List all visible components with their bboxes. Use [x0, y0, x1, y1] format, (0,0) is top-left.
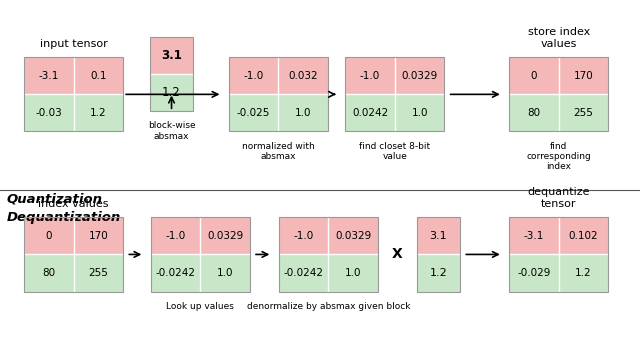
Text: 255: 255 — [88, 268, 108, 278]
Text: 170: 170 — [88, 231, 108, 241]
Bar — [24, 57, 74, 94]
Bar — [395, 94, 445, 131]
Bar — [346, 57, 445, 131]
Text: -1.0: -1.0 — [293, 231, 314, 241]
Text: 1.0: 1.0 — [412, 108, 428, 118]
Text: 3.1: 3.1 — [161, 49, 182, 62]
Text: block-wise
absmax: block-wise absmax — [148, 121, 195, 141]
Text: 1.0: 1.0 — [295, 108, 312, 118]
Bar — [151, 254, 200, 292]
Bar — [346, 94, 395, 131]
Bar — [559, 94, 609, 131]
Bar — [150, 37, 193, 74]
Bar — [74, 94, 124, 131]
Text: Quantization: Quantization — [6, 192, 102, 205]
Bar — [559, 217, 609, 254]
Bar — [24, 217, 123, 292]
Bar — [395, 57, 445, 94]
Bar — [74, 254, 124, 292]
Text: store index
values: store index values — [527, 27, 590, 49]
Text: 0.102: 0.102 — [569, 231, 598, 241]
Bar — [74, 217, 124, 254]
Text: 0.0242: 0.0242 — [352, 108, 388, 118]
Text: 3.1: 3.1 — [429, 231, 447, 241]
Text: find
corresponding
index: find corresponding index — [526, 142, 591, 171]
Text: 0: 0 — [45, 231, 52, 241]
Bar — [328, 217, 378, 254]
Bar — [74, 57, 124, 94]
Bar — [509, 57, 559, 94]
Bar — [328, 254, 378, 292]
Text: Dequantization: Dequantization — [6, 211, 121, 224]
Bar — [559, 254, 609, 292]
Bar — [417, 217, 460, 292]
Text: 0.032: 0.032 — [289, 71, 318, 81]
Text: 0.0329: 0.0329 — [335, 231, 371, 241]
Bar — [24, 254, 74, 292]
Bar — [229, 57, 278, 94]
Text: -0.029: -0.029 — [517, 268, 550, 278]
Bar — [150, 37, 193, 111]
Bar — [229, 57, 328, 131]
Text: 1.2: 1.2 — [162, 86, 181, 99]
Bar — [200, 217, 250, 254]
Text: 0: 0 — [531, 71, 537, 81]
Text: Look up values: Look up values — [166, 302, 234, 311]
Text: normalized with
absmax: normalized with absmax — [242, 142, 315, 161]
Text: 80: 80 — [42, 268, 56, 278]
Text: find closet 8-bit
value: find closet 8-bit value — [359, 142, 431, 161]
Text: -1.0: -1.0 — [243, 71, 264, 81]
Text: input tensor: input tensor — [40, 39, 108, 49]
Text: 1.2: 1.2 — [90, 108, 107, 118]
Text: -0.0242: -0.0242 — [284, 268, 323, 278]
Bar — [229, 94, 278, 131]
Text: -3.1: -3.1 — [524, 231, 544, 241]
Bar — [509, 217, 559, 254]
Bar — [24, 94, 74, 131]
Text: -0.025: -0.025 — [237, 108, 270, 118]
Bar — [279, 254, 328, 292]
Text: -0.0242: -0.0242 — [156, 268, 196, 278]
Text: 0.1: 0.1 — [90, 71, 107, 81]
Bar — [417, 217, 460, 254]
Text: -3.1: -3.1 — [38, 71, 59, 81]
Bar — [279, 217, 328, 254]
Text: -1.0: -1.0 — [165, 231, 186, 241]
Text: index values: index values — [38, 199, 109, 209]
Bar — [509, 94, 559, 131]
Text: 1.2: 1.2 — [575, 268, 592, 278]
Bar — [151, 217, 200, 254]
Text: 0.0329: 0.0329 — [207, 231, 243, 241]
Text: 1.2: 1.2 — [429, 268, 447, 278]
Bar — [278, 94, 328, 131]
Bar — [151, 217, 250, 292]
Text: 0.0329: 0.0329 — [401, 71, 438, 81]
Bar — [278, 57, 328, 94]
Bar — [346, 57, 395, 94]
Bar — [509, 217, 609, 292]
Text: 1.0: 1.0 — [217, 268, 234, 278]
Bar — [509, 254, 559, 292]
Text: denormalize by absmax given block: denormalize by absmax given block — [246, 302, 410, 311]
Text: -1.0: -1.0 — [360, 71, 380, 81]
Text: 80: 80 — [527, 108, 541, 118]
Text: -0.03: -0.03 — [35, 108, 62, 118]
Text: X: X — [392, 247, 403, 262]
Text: 255: 255 — [573, 108, 593, 118]
Bar — [150, 74, 193, 111]
Bar — [417, 254, 460, 292]
Bar — [509, 57, 609, 131]
Bar — [200, 254, 250, 292]
Text: dequantize
tensor: dequantize tensor — [527, 187, 590, 209]
Text: 170: 170 — [573, 71, 593, 81]
Text: 1.0: 1.0 — [345, 268, 362, 278]
Bar — [279, 217, 378, 292]
Bar — [24, 57, 123, 131]
Bar — [559, 57, 609, 94]
Bar — [24, 217, 74, 254]
